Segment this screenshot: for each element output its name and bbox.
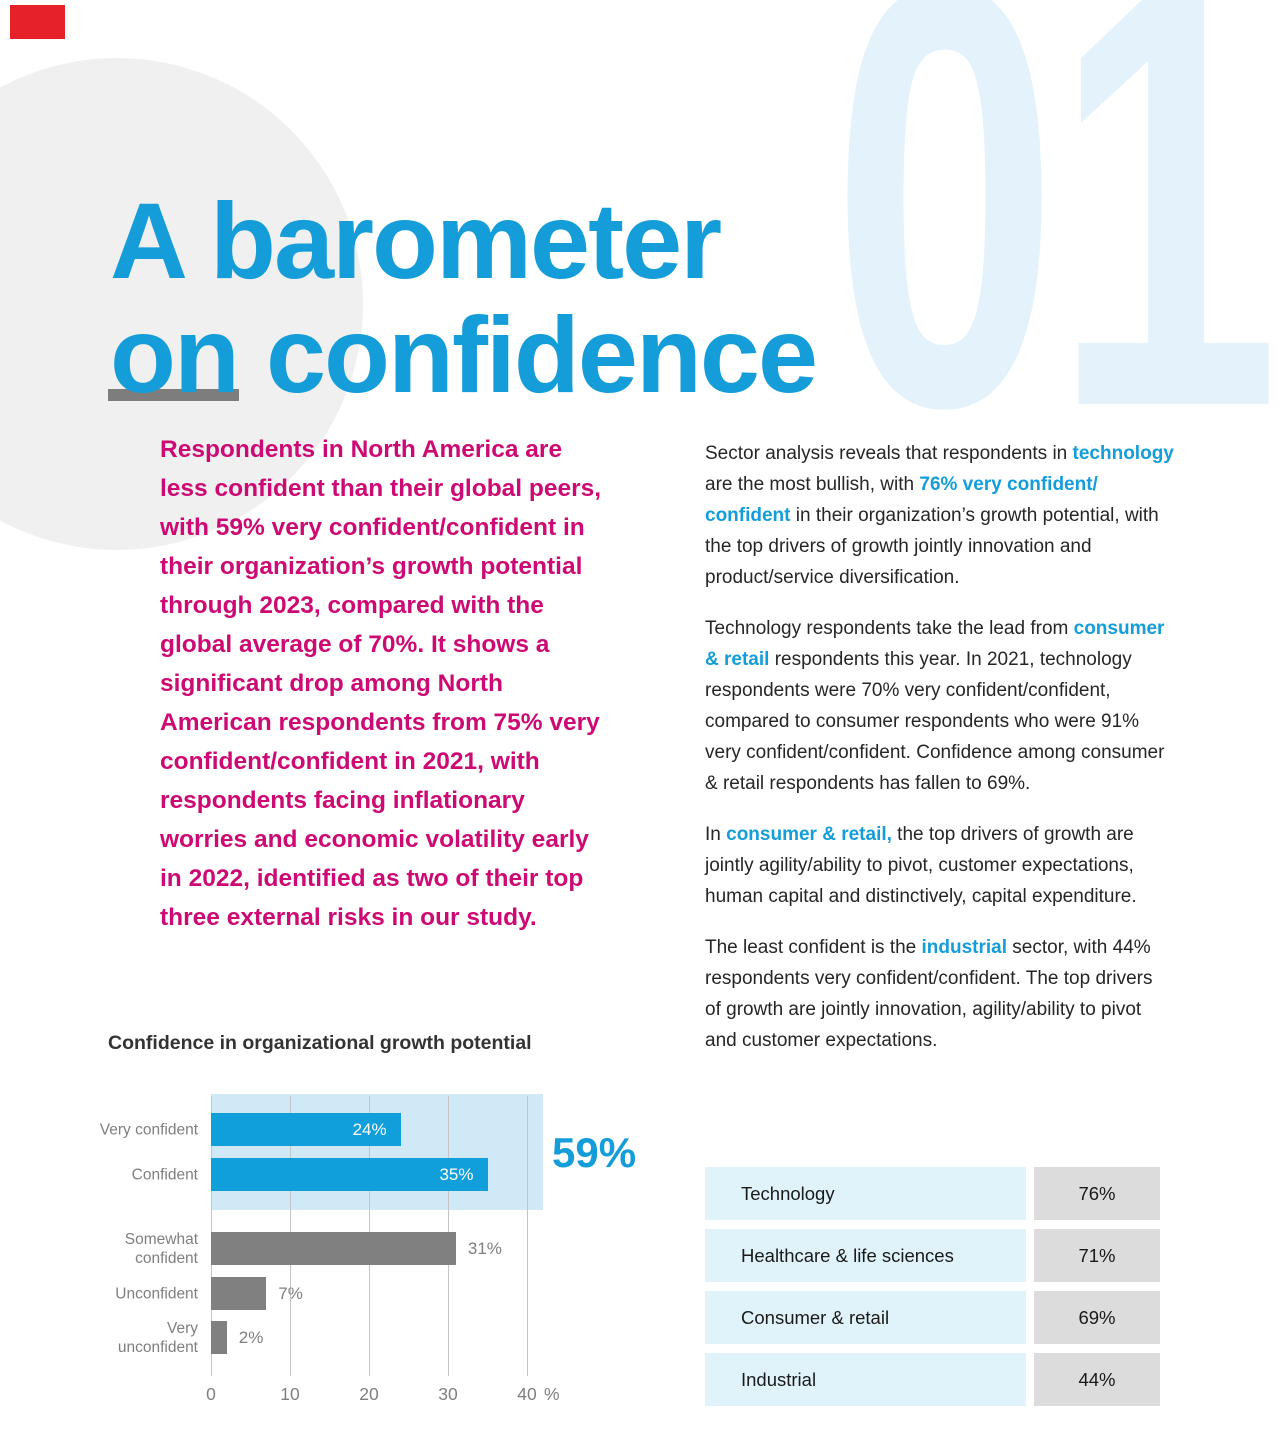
sector-paragraph: The least confident is the industrial se…	[705, 932, 1210, 1056]
body-text: sector, with 44% respondents very confid…	[705, 937, 1153, 1051]
sector-name-cell: Industrial	[705, 1353, 1026, 1406]
category-label-very-unconfident: Very unconfident	[117, 1319, 198, 1356]
value-label-very-unconfident: 2%	[238, 1328, 264, 1347]
highlighted-term: consumer & retail,	[726, 824, 892, 845]
body-text: respondents this year. In 2021, technolo…	[705, 649, 1165, 794]
bar-unconfident	[211, 1277, 267, 1310]
intro-paragraph: Respondents in North America are less co…	[160, 436, 602, 931]
body-text: The least confident is the	[705, 937, 922, 958]
x-axis-tick-20: 20	[359, 1384, 379, 1404]
sector-value-cell: 44%	[1034, 1353, 1160, 1406]
sector-name-cell: Healthcare & life sciences	[705, 1229, 1026, 1282]
chart-title: Confidence in organizational growth pote…	[108, 1032, 532, 1054]
title-divider-bar	[108, 389, 239, 401]
x-axis-tick-0: 0	[206, 1384, 216, 1404]
chart-group-annotation: 59%	[552, 1129, 637, 1176]
bar-confident	[211, 1158, 488, 1191]
sector-paragraph: Technology respondents take the lead fro…	[705, 613, 1210, 799]
sector-value-cell: 76%	[1034, 1167, 1160, 1220]
category-label-unconfident: Unconfident	[115, 1285, 198, 1302]
highlighted-term: industrial	[921, 937, 1008, 958]
x-axis-tick-10: 10	[280, 1384, 300, 1404]
category-label-confident: Confident	[131, 1166, 198, 1183]
highlighted-term: 76% very confident/ confident	[705, 474, 1098, 526]
sector-paragraph: Sector analysis reveals that respondents…	[705, 438, 1210, 593]
value-label-very-confident: 24%	[352, 1120, 387, 1139]
bar-very-unconfident	[211, 1321, 227, 1354]
x-axis-tick-40: 40	[517, 1384, 537, 1404]
bar-somewhat-confident	[211, 1232, 456, 1265]
confidence-bar-chart: Confidence in organizational growth pote…	[88, 1026, 708, 1426]
value-label-unconfident: 7%	[278, 1284, 303, 1303]
sector-confidence-table: Technology 76% Healthcare & life sciences 7…	[705, 1167, 1160, 1415]
section-number: 01	[831, 0, 1279, 532]
table-row: Industrial 44%	[705, 1353, 1160, 1406]
highlighted-term: technology	[1072, 443, 1174, 464]
bar-very-confident	[211, 1113, 401, 1146]
value-label-somewhat-confident: 31%	[467, 1239, 502, 1258]
body-text: Technology respondents take the lead fro…	[705, 618, 1074, 639]
body-text: the top drivers of growth are jointly ag…	[705, 824, 1137, 907]
body-text: Sector analysis reveals that respondents…	[705, 443, 1073, 464]
sector-analysis-column: Sector analysis reveals that respondents…	[705, 438, 1210, 1076]
page-title-line-1: A barometer	[110, 180, 722, 302]
value-label-confident: 35%	[439, 1165, 474, 1184]
page-title: A barometer on confidence	[110, 180, 818, 416]
sector-value-cell: 71%	[1034, 1229, 1160, 1282]
red-corner-marker	[10, 5, 65, 39]
sector-name-cell: Consumer & retail	[705, 1291, 1026, 1344]
page-title-line-2: on confidence	[110, 294, 818, 416]
x-axis-tick-30: 30	[438, 1384, 458, 1404]
table-row: Technology 76%	[705, 1167, 1160, 1220]
table-row: Healthcare & life sciences 71%	[705, 1229, 1160, 1282]
sector-paragraph: In consumer & retail, the top drivers of…	[705, 819, 1210, 912]
gridline-40	[527, 1096, 528, 1376]
x-axis-unit: %	[544, 1384, 560, 1404]
body-text: In	[705, 824, 727, 845]
sector-name-cell: Technology	[705, 1167, 1026, 1220]
body-text: are the most bullish, with	[705, 474, 915, 495]
category-label-very-confident: Very confident	[99, 1121, 198, 1138]
highlighted-term: consumer & retail	[705, 618, 1165, 670]
category-label-somewhat-confident: Somewhat confident	[124, 1230, 198, 1267]
sector-value-cell: 69%	[1034, 1291, 1160, 1344]
body-text: in their organization’s growth potential…	[705, 505, 1159, 588]
table-row: Consumer & retail 69%	[705, 1291, 1160, 1344]
chart-highlight-region	[211, 1094, 543, 1210]
